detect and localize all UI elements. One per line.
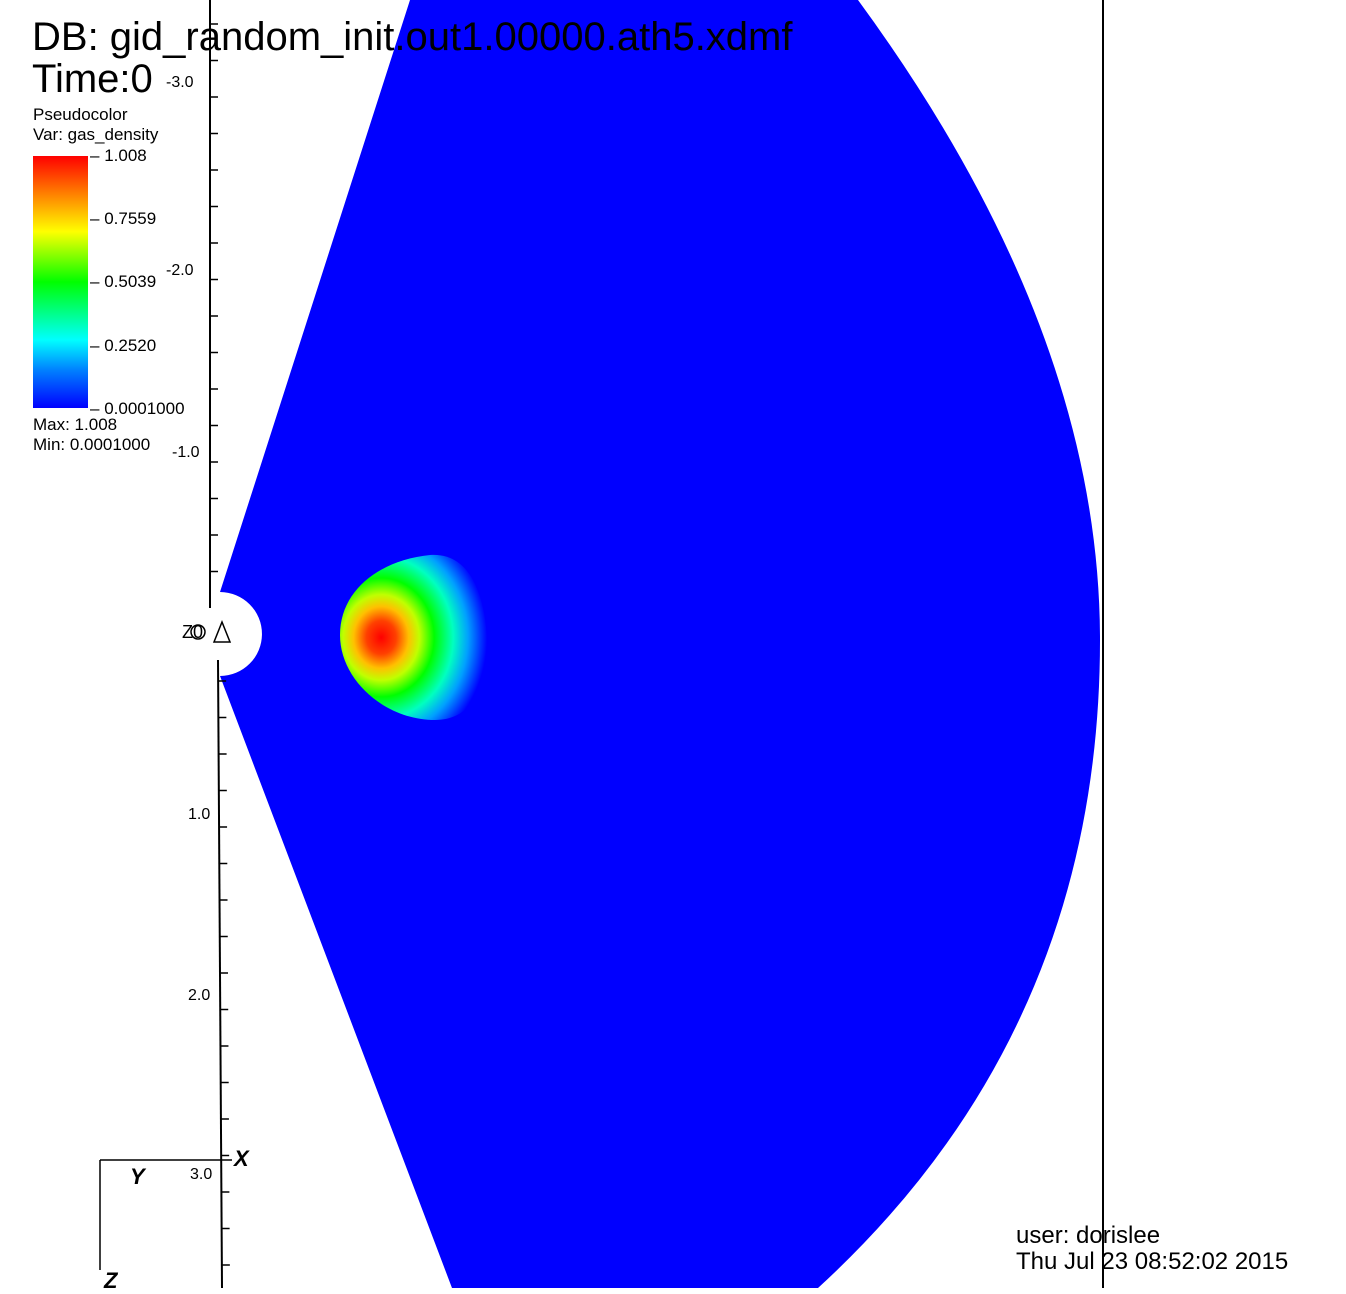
time-label: Time:0 [32, 57, 153, 101]
vertical-axis-lower [217, 659, 223, 1288]
database-title: DB: gid_random_init.out1.00000.ath5.xdmf [32, 15, 793, 59]
legend-colorbar [33, 156, 88, 408]
axis-triad [99, 1159, 232, 1270]
legend-tick-min: – 0.0001000 [90, 399, 185, 418]
origin-label: Z0 [182, 622, 204, 642]
axis-tick-label: -3.0 [166, 74, 194, 91]
axis-ticks [210, 23, 230, 1266]
legend-tick-4: – 0.2520 [90, 336, 157, 355]
user-label: user: dorislee [1016, 1222, 1161, 1249]
legend-tick-2: – 0.7559 [90, 209, 157, 228]
legend-tick-mark: – [90, 336, 105, 355]
legend-tick-max: – 1.008 [90, 146, 147, 165]
legend-min: Min: 0.0001000 [33, 435, 151, 454]
triad-x-label: X [234, 1146, 249, 1171]
origin-marker [190, 619, 232, 643]
date-label: Thu Jul 23 08:52:02 2015 [1016, 1248, 1289, 1275]
triad-y-label: Y [130, 1164, 145, 1189]
axis-tick-label: 3.0 [190, 1166, 213, 1183]
triad-z-label: Z [104, 1268, 118, 1293]
axis-tick-label: 1.0 [188, 806, 211, 823]
legend-tick-mark: – [90, 399, 105, 418]
legend-tick-3: – 0.5039 [90, 272, 157, 291]
legend-plot-type: Pseudocolor [33, 105, 128, 124]
legend-tick-mark: – [90, 209, 105, 228]
legend-tick-mark: – [90, 272, 105, 291]
axis-tick-label: 2.0 [188, 987, 211, 1004]
density-domain [220, 0, 1100, 1288]
density-blob [340, 554, 488, 720]
legend-max: Max: 1.008 [33, 415, 118, 434]
axis-tick-label: -1.0 [172, 444, 200, 461]
legend-tick-mark: – [90, 146, 105, 165]
legend-variable: Var: gas_density [33, 125, 159, 144]
axis-tick-label: -2.0 [166, 262, 194, 279]
